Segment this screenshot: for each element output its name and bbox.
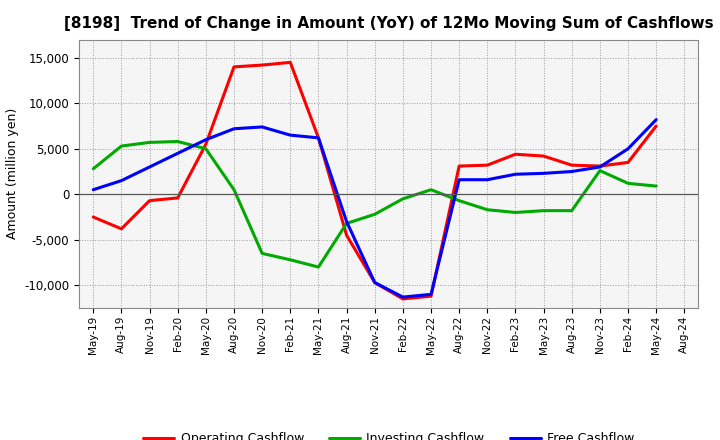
Investing Cashflow — [370, 212, 379, 217]
Free Cashflow — [511, 172, 520, 177]
Operating Cashflow — [117, 226, 126, 231]
Free Cashflow — [567, 169, 576, 174]
Investing Cashflow — [342, 221, 351, 226]
Free Cashflow — [202, 137, 210, 142]
Investing Cashflow — [567, 208, 576, 213]
Operating Cashflow — [455, 163, 464, 169]
Free Cashflow — [286, 132, 294, 138]
Free Cashflow — [427, 292, 436, 297]
Operating Cashflow — [567, 162, 576, 168]
Investing Cashflow — [652, 183, 660, 189]
Free Cashflow — [342, 219, 351, 224]
Operating Cashflow — [314, 135, 323, 140]
Operating Cashflow — [258, 62, 266, 68]
Free Cashflow — [595, 164, 604, 169]
Operating Cashflow — [399, 296, 408, 301]
Free Cashflow — [455, 177, 464, 182]
Investing Cashflow — [117, 143, 126, 149]
Line: Operating Cashflow: Operating Cashflow — [94, 62, 656, 299]
Operating Cashflow — [624, 160, 632, 165]
Operating Cashflow — [230, 64, 238, 70]
Investing Cashflow — [145, 140, 154, 145]
Title: [8198]  Trend of Change in Amount (YoY) of 12Mo Moving Sum of Cashflows: [8198] Trend of Change in Amount (YoY) o… — [64, 16, 714, 32]
Line: Free Cashflow: Free Cashflow — [94, 120, 656, 297]
Investing Cashflow — [89, 166, 98, 172]
Investing Cashflow — [286, 257, 294, 262]
Operating Cashflow — [174, 195, 182, 201]
Free Cashflow — [258, 125, 266, 130]
Operating Cashflow — [286, 60, 294, 65]
Free Cashflow — [539, 171, 548, 176]
Free Cashflow — [117, 178, 126, 183]
Investing Cashflow — [539, 208, 548, 213]
Operating Cashflow — [511, 152, 520, 157]
Free Cashflow — [652, 117, 660, 122]
Line: Investing Cashflow: Investing Cashflow — [94, 142, 656, 267]
Operating Cashflow — [342, 233, 351, 238]
Operating Cashflow — [89, 214, 98, 220]
Free Cashflow — [370, 280, 379, 285]
Investing Cashflow — [314, 264, 323, 270]
Investing Cashflow — [202, 146, 210, 151]
Legend: Operating Cashflow, Investing Cashflow, Free Cashflow: Operating Cashflow, Investing Cashflow, … — [138, 427, 639, 440]
Investing Cashflow — [455, 198, 464, 203]
Investing Cashflow — [483, 207, 492, 213]
Free Cashflow — [399, 294, 408, 300]
Free Cashflow — [89, 187, 98, 192]
Investing Cashflow — [399, 196, 408, 202]
Investing Cashflow — [595, 168, 604, 173]
Free Cashflow — [145, 164, 154, 169]
Investing Cashflow — [511, 210, 520, 215]
Investing Cashflow — [624, 181, 632, 186]
Operating Cashflow — [370, 280, 379, 285]
Operating Cashflow — [539, 154, 548, 159]
Operating Cashflow — [652, 123, 660, 128]
Investing Cashflow — [230, 187, 238, 192]
Free Cashflow — [174, 150, 182, 156]
Operating Cashflow — [202, 142, 210, 147]
Y-axis label: Amount (million yen): Amount (million yen) — [6, 108, 19, 239]
Operating Cashflow — [145, 198, 154, 203]
Free Cashflow — [483, 177, 492, 182]
Operating Cashflow — [595, 163, 604, 169]
Free Cashflow — [624, 146, 632, 151]
Free Cashflow — [314, 135, 323, 140]
Investing Cashflow — [174, 139, 182, 144]
Investing Cashflow — [258, 251, 266, 256]
Free Cashflow — [230, 126, 238, 132]
Operating Cashflow — [427, 293, 436, 299]
Operating Cashflow — [483, 162, 492, 168]
Investing Cashflow — [427, 187, 436, 192]
